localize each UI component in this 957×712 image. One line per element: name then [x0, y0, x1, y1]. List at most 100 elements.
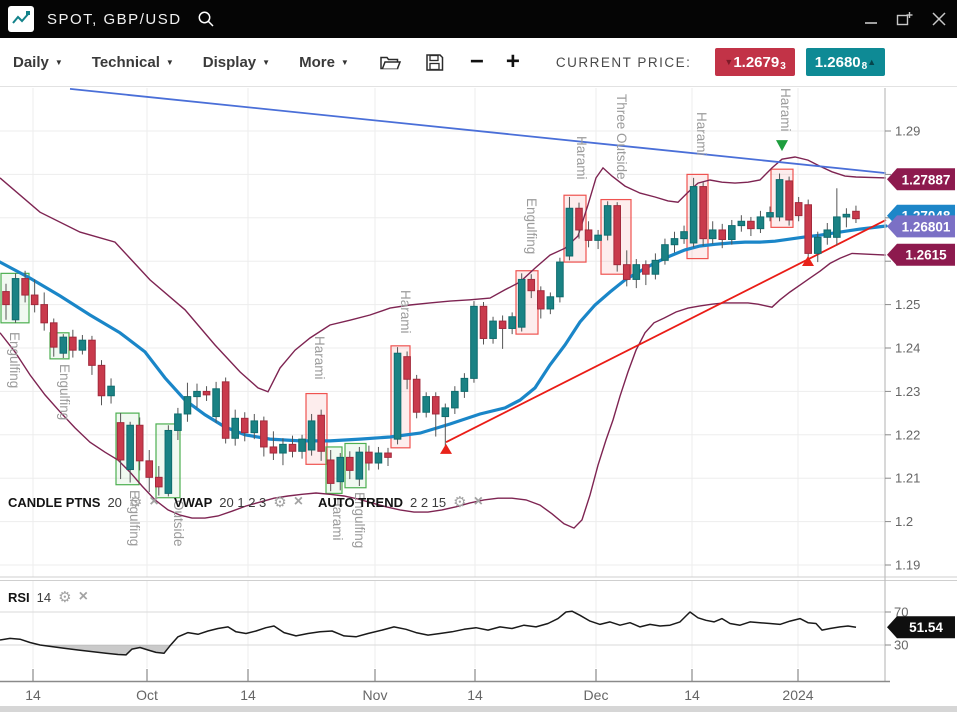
- price-badge-lower-band-text: 1.2615: [905, 248, 947, 263]
- up-arrow-icon: ▲: [867, 56, 877, 67]
- ask-sub-digit: 8: [861, 61, 868, 72]
- rsi-value-badge-text: 51.54: [909, 620, 943, 635]
- search-icon[interactable]: [196, 9, 216, 29]
- candle: [307, 413, 316, 456]
- y-tick-label: 1.25: [895, 297, 920, 312]
- legend-auto-trend: AUTO TREND 2 2 15 ⚙ ×: [318, 494, 483, 510]
- pattern-annotation: Three Outside: [614, 94, 629, 180]
- candle: [365, 445, 373, 471]
- gear-icon[interactable]: ⚙: [273, 493, 287, 511]
- menu-technical[interactable]: Technical ▼: [92, 54, 174, 71]
- auto-trend-label: AUTO TREND: [318, 494, 403, 510]
- y-tick-label: 1.29: [895, 124, 920, 139]
- candle: [546, 292, 555, 315]
- candle: [193, 383, 201, 408]
- y-tick-label: 1.21: [895, 471, 920, 486]
- remove-indicator-icon[interactable]: ×: [78, 588, 88, 605]
- bullish-signal-triangle: [440, 443, 452, 454]
- price-chart[interactable]: Engulfing Engulfing Engulfing Outside Harami…: [0, 86, 957, 712]
- bearish-signal-triangle: [776, 140, 788, 152]
- bid-price-badge[interactable]: ▼ 1.2679 3: [715, 48, 795, 76]
- vwap-lower-band-line: [0, 252, 887, 529]
- rsi-params: 14: [36, 589, 52, 605]
- minimize-icon[interactable]: [864, 12, 878, 26]
- candle: [279, 438, 287, 466]
- gear-icon[interactable]: ⚙: [128, 493, 143, 511]
- window-title: SPOT, GBP/USD: [47, 10, 182, 28]
- gear-icon[interactable]: ⚙: [453, 493, 467, 511]
- price-badge-lower-band: [887, 243, 955, 266]
- candle: [556, 257, 564, 303]
- candle: [202, 386, 211, 401]
- remove-indicator-icon[interactable]: ×: [149, 493, 159, 510]
- down-arrow-icon: ▼: [724, 56, 734, 67]
- candle: [11, 273, 20, 323]
- pattern-annotation: Outside: [171, 500, 186, 547]
- candle: [2, 283, 10, 320]
- candle: [460, 373, 469, 398]
- candle: [756, 210, 765, 233]
- x-tick-label: Oct: [136, 687, 158, 703]
- save-icon[interactable]: [425, 53, 444, 72]
- candle: [49, 318, 58, 357]
- candle: [699, 182, 707, 247]
- candle: [69, 329, 77, 358]
- candle: [441, 403, 450, 449]
- menu-more[interactable]: More ▼: [299, 54, 349, 71]
- y-tick-label: 1.22: [895, 427, 920, 442]
- candle: [670, 231, 679, 253]
- remove-indicator-icon[interactable]: ×: [473, 493, 483, 510]
- candle: [680, 225, 688, 244]
- candle: [174, 407, 182, 441]
- candle: [451, 386, 459, 414]
- candle-ptns-label: CANDLE PTNS: [8, 494, 101, 510]
- price-badge-vwap: [887, 215, 955, 238]
- popout-icon[interactable]: [896, 11, 913, 27]
- x-tick-label: 14: [684, 687, 700, 703]
- zoom-in-button[interactable]: +: [505, 48, 520, 75]
- pattern-annotation: Engulfing: [524, 198, 539, 254]
- remove-indicator-icon[interactable]: ×: [293, 493, 304, 510]
- vwap-label: VWAP: [174, 494, 213, 510]
- candle: [126, 421, 134, 483]
- app-logo-icon: [8, 6, 34, 32]
- menu-daily[interactable]: Daily ▼: [13, 54, 63, 71]
- close-icon[interactable]: [931, 11, 947, 27]
- candle: [298, 434, 306, 459]
- ask-price-badge[interactable]: 1.2680 8 ▲: [805, 48, 886, 76]
- candle: [336, 453, 345, 491]
- legend-vwap: VWAP 20 1 2 3 ⚙ ×: [174, 494, 303, 510]
- menu-display[interactable]: Display ▼: [203, 54, 270, 71]
- bullish-signal-triangle: [802, 255, 814, 266]
- candle: [479, 301, 488, 345]
- candle: [78, 334, 87, 355]
- candle: [804, 199, 813, 258]
- x-tick-label: 14: [240, 687, 256, 703]
- vwap-params: 20 1 2 3: [219, 494, 267, 510]
- rsi-label: RSI: [8, 589, 30, 605]
- candle: [288, 435, 297, 458]
- candle: [374, 446, 383, 470]
- pattern-annotation: Harami: [574, 136, 589, 180]
- candle: [622, 250, 631, 287]
- candle: [384, 447, 392, 467]
- candle: [613, 202, 622, 272]
- gear-icon[interactable]: ⚙: [58, 588, 72, 606]
- open-folder-icon[interactable]: [379, 52, 401, 72]
- auto-trend-params: 2 2 15: [409, 494, 447, 510]
- bid-sub-digit: 3: [780, 61, 786, 72]
- vwap-upper-band-line: [0, 156, 887, 393]
- pattern-annotation: Engulfing: [352, 492, 367, 548]
- y-tick-label: 1.19: [895, 558, 920, 573]
- ask-value: 1.2680: [814, 53, 861, 71]
- candle: [97, 360, 106, 406]
- pattern-annotation: Harami: [398, 290, 413, 334]
- toolbar: Daily ▼ Technical ▼ Display ▼ More ▼ − + CUR…: [0, 38, 957, 87]
- candle: [794, 196, 803, 222]
- zoom-out-button[interactable]: −: [469, 48, 484, 75]
- candle: [116, 413, 125, 480]
- candle: [508, 312, 516, 335]
- candle: [346, 451, 354, 480]
- candle: [30, 279, 39, 313]
